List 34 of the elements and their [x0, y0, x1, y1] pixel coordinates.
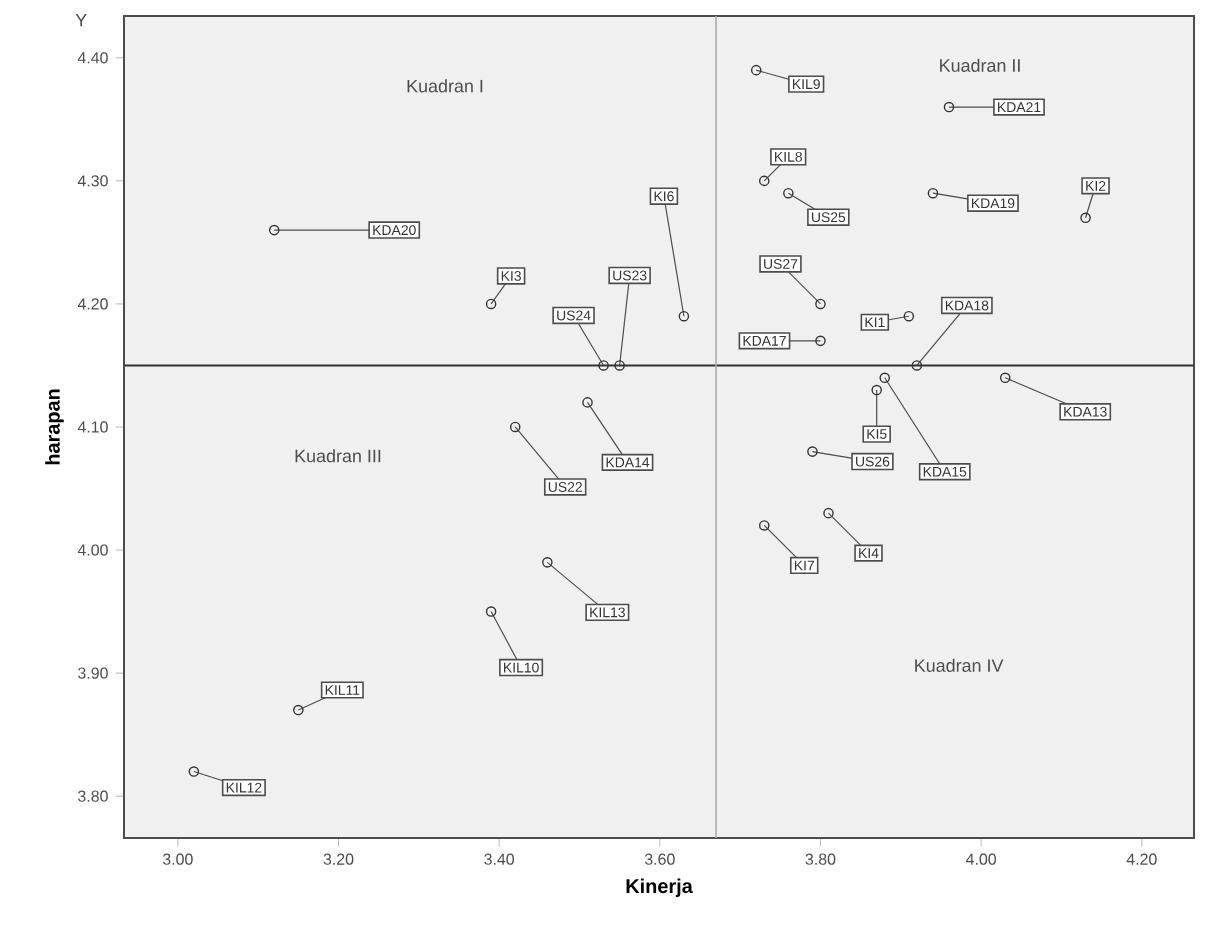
point: [999, 372, 1011, 384]
annotation: Kuadran III: [295, 449, 381, 463]
point: [293, 704, 304, 716]
point: [758, 520, 770, 531]
point: [815, 335, 826, 347]
point: [871, 384, 882, 396]
point: [1080, 212, 1091, 224]
point: [903, 310, 915, 322]
point: [750, 64, 762, 76]
point: [509, 421, 521, 433]
point: [268, 224, 280, 236]
point: [823, 507, 834, 519]
annotation: Kuadran IV: [915, 658, 1004, 672]
point: [614, 360, 625, 371]
point: [943, 101, 955, 113]
point: [807, 446, 818, 457]
point: [678, 310, 690, 322]
point: [582, 397, 593, 408]
point: [485, 298, 497, 310]
point: [188, 766, 200, 777]
point: [758, 175, 770, 187]
point: [927, 187, 939, 199]
point: [879, 372, 891, 384]
x-axis-title: Kinerja: [626, 878, 693, 898]
point: [815, 298, 826, 310]
annotation: Kuadran I: [407, 79, 483, 93]
point: [485, 606, 497, 617]
annotation: Kuadran II: [940, 58, 1020, 72]
point: [911, 360, 923, 371]
point: [598, 360, 609, 371]
y-axis-title: harapan: [45, 389, 64, 465]
point: [542, 557, 553, 568]
point: [783, 187, 794, 199]
text: Y: [75, 13, 87, 27]
